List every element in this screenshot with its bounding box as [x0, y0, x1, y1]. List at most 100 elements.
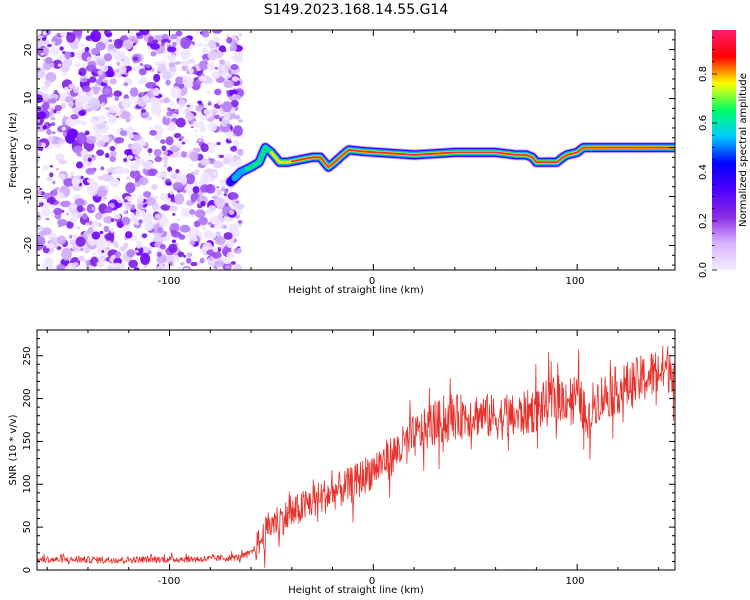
- noise-blob: [178, 138, 182, 141]
- noise-blob: [54, 104, 63, 112]
- noise-blob: [229, 160, 236, 168]
- noise-blob: [103, 65, 108, 70]
- noise-blob: [100, 198, 106, 202]
- noise-blob: [233, 94, 242, 101]
- noise-blob: [45, 242, 55, 249]
- noise-blob: [237, 148, 244, 156]
- noise-blob: [223, 111, 230, 120]
- noise-blob: [99, 230, 104, 235]
- noise-blob: [231, 89, 238, 95]
- noise-blob: [202, 224, 206, 228]
- noise-blob: [127, 154, 134, 160]
- colorbar-tick-label: 0.6: [698, 115, 709, 131]
- noise-blob: [214, 196, 226, 208]
- noise-blob: [155, 172, 166, 179]
- noise-blob: [212, 160, 224, 169]
- noise-blob: [124, 168, 130, 174]
- noise-blob: [180, 36, 191, 50]
- noise-blob: [58, 174, 66, 180]
- noise-blob: [120, 127, 124, 131]
- noise-blob: [51, 188, 58, 197]
- noise-blob: [230, 99, 239, 107]
- noise-blob: [189, 164, 194, 167]
- noise-blob: [51, 116, 56, 121]
- noise-blob: [101, 134, 110, 143]
- noise-blob: [233, 264, 243, 270]
- noise-blob: [224, 202, 229, 207]
- noise-blob: [42, 262, 50, 269]
- noise-blob: [141, 233, 148, 239]
- noise-blob: [56, 192, 65, 200]
- noise-blob: [86, 56, 92, 62]
- noise-blob: [98, 37, 107, 43]
- noise-blob: [211, 220, 218, 224]
- noise-blob: [47, 44, 52, 48]
- noise-blob: [169, 190, 173, 195]
- noise-blob: [133, 181, 142, 188]
- noise-blob: [222, 48, 227, 53]
- noise-blob: [90, 220, 100, 228]
- noise-blob: [63, 178, 75, 187]
- noise-blob: [90, 47, 101, 56]
- noise-blob: [38, 230, 47, 237]
- noise-blob: [37, 189, 42, 196]
- noise-blob: [114, 244, 119, 249]
- noise-blob: [130, 96, 135, 100]
- spectrogram-xtick-label: 100: [565, 276, 584, 287]
- noise-blob: [153, 73, 161, 82]
- noise-blob: [84, 130, 90, 136]
- noise-blob: [51, 131, 56, 135]
- noise-blob: [207, 155, 211, 159]
- noise-blob: [142, 160, 154, 170]
- noise-blob: [174, 61, 181, 65]
- noise-blob: [134, 100, 138, 104]
- noise-blob: [237, 220, 243, 224]
- noise-blob: [190, 261, 198, 267]
- snr-ytick-label: 50: [22, 521, 33, 534]
- noise-blob: [199, 257, 205, 264]
- noise-blob: [186, 257, 192, 264]
- noise-blob: [179, 262, 185, 266]
- noise-blob: [37, 147, 44, 151]
- noise-blob: [151, 104, 162, 116]
- noise-blob: [57, 110, 61, 115]
- figure-title: S149.2023.168.14.55.G14: [264, 2, 449, 18]
- noise-blob: [206, 91, 211, 95]
- noise-blob: [123, 82, 129, 87]
- noise-blob: [45, 217, 50, 221]
- noise-blob: [158, 263, 164, 268]
- noise-blob: [226, 251, 235, 259]
- noise-blob: [170, 101, 175, 106]
- noise-blob: [200, 184, 210, 193]
- noise-blob: [85, 167, 96, 175]
- noise-blob: [236, 203, 245, 210]
- noise-blob: [96, 149, 104, 156]
- noise-blob: [223, 80, 235, 89]
- noise-blob: [163, 163, 168, 168]
- noise-blob: [53, 109, 57, 114]
- noise-blob: [73, 145, 83, 153]
- noise-blob: [64, 86, 69, 92]
- noise-blob: [190, 126, 194, 129]
- noise-blob: [163, 97, 170, 103]
- noise-blob: [97, 70, 103, 76]
- noise-blob: [84, 104, 91, 110]
- noise-blob: [66, 221, 74, 229]
- noise-blob: [69, 234, 73, 239]
- noise-blob: [212, 246, 219, 253]
- noise-blob: [101, 250, 105, 253]
- noise-blob: [189, 58, 196, 65]
- noise-blob: [197, 42, 203, 47]
- noise-blob: [195, 30, 200, 34]
- noise-blob: [226, 36, 233, 44]
- noise-blob: [197, 217, 207, 224]
- noise-blob: [189, 240, 196, 246]
- noise-blob: [134, 267, 140, 270]
- noise-blob: [101, 102, 106, 106]
- noise-blob: [171, 239, 176, 244]
- noise-blob: [161, 71, 172, 80]
- noise-blob: [165, 79, 171, 86]
- noise-blob: [152, 39, 159, 44]
- noise-blob: [233, 52, 244, 64]
- noise-blob: [185, 112, 195, 121]
